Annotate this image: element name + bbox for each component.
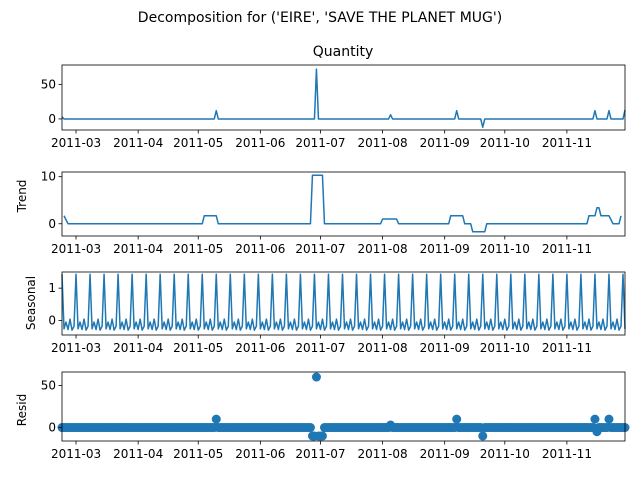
quantity-xtick-label: 2011-08 xyxy=(357,136,407,150)
seasonal-xtick-label: 2011-05 xyxy=(173,341,223,355)
resid-point xyxy=(317,431,327,441)
seasonal-panel: 0 1 2011-03 2011-04 2011-05 2011-06 2011-07 201… xyxy=(48,271,626,355)
resid-xtick-label: 2011-05 xyxy=(173,447,223,461)
trend-xtick-label: 2011-07 xyxy=(295,242,345,256)
resid-xtick-label: 2011-04 xyxy=(113,447,163,461)
resid-panel: 0 50 2011-03 2011-04 2011-05 2011-06 2011-07 20… xyxy=(41,371,630,461)
resid-point xyxy=(590,414,600,424)
ylabel-seasonal: Seasonal xyxy=(24,276,38,330)
resid-point xyxy=(478,431,488,441)
trend-xtick-label: 2011-03 xyxy=(51,242,101,256)
trend-xtick-label: 2011-05 xyxy=(173,242,223,256)
trend-panel: 0 10 2011-03 2011-04 2011-05 2011-06 2011-07 20… xyxy=(41,170,626,256)
trend-xtick-label: 2011-11 xyxy=(542,242,592,256)
resid-ytick-label: 0 xyxy=(48,421,56,435)
resid-point xyxy=(311,372,321,382)
trend-xtick-label: 2011-09 xyxy=(420,242,470,256)
trend-xtick-label: 2011-06 xyxy=(235,242,285,256)
seasonal-series-line xyxy=(61,273,626,331)
quantity-panel: 0 50 2011-03 2011-04 2011-05 2011-06 2011-07 20… xyxy=(41,64,626,150)
resid-xtick-label: 2011-03 xyxy=(51,447,101,461)
seasonal-xtick-label: 2011-04 xyxy=(113,341,163,355)
quantity-xtick-label: 2011-05 xyxy=(173,136,223,150)
quantity-xtick-label: 2011-03 xyxy=(51,136,101,150)
trend-ytick-label: 10 xyxy=(41,170,56,184)
quantity-xtick-label: 2011-06 xyxy=(235,136,285,150)
resid-xtick-label: 2011-06 xyxy=(235,447,285,461)
seasonal-frame xyxy=(61,271,626,336)
seasonal-xtick-label: 2011-03 xyxy=(51,341,101,355)
quantity-xtick-label: 2011-04 xyxy=(113,136,163,150)
resid-xtick-label: 2011-07 xyxy=(295,447,345,461)
ylabel-trend: Trend xyxy=(15,180,29,214)
quantity-ytick-label: 0 xyxy=(48,112,56,126)
quantity-xtick-label: 2011-10 xyxy=(480,136,530,150)
quantity-series-line xyxy=(61,68,626,128)
seasonal-xtick-label: 2011-07 xyxy=(295,341,345,355)
seasonal-xtick-label: 2011-06 xyxy=(235,341,285,355)
trend-xtick-label: 2011-10 xyxy=(480,242,530,256)
trend-frame xyxy=(61,171,626,237)
figure-suptitle: Decomposition for ('EIRE', 'SAVE THE PLA… xyxy=(138,10,502,26)
quantity-xtick-label: 2011-07 xyxy=(295,136,345,150)
resid-xtick-label: 2011-08 xyxy=(357,447,407,461)
seasonal-ytick-label: 0 xyxy=(48,313,56,327)
seasonal-xtick-label: 2011-10 xyxy=(480,341,530,355)
trend-xtick-label: 2011-08 xyxy=(357,242,407,256)
quantity-xtick-label: 2011-09 xyxy=(420,136,470,150)
panel-title-quantity: Quantity xyxy=(313,44,374,60)
seasonal-xtick-label: 2011-09 xyxy=(420,341,470,355)
resid-point xyxy=(305,423,315,433)
trend-xtick-label: 2011-04 xyxy=(113,242,163,256)
resid-xtick-label: 2011-10 xyxy=(480,447,530,461)
seasonal-xtick-label: 2011-11 xyxy=(542,341,592,355)
resid-point xyxy=(452,414,462,424)
resid-xtick-label: 2011-11 xyxy=(542,447,592,461)
seasonal-xtick-label: 2011-08 xyxy=(357,341,407,355)
resid-point xyxy=(604,414,614,424)
seasonal-ytick-label: 1 xyxy=(48,281,56,295)
resid-xtick-label: 2011-09 xyxy=(420,447,470,461)
trend-ytick-label: 0 xyxy=(48,217,56,231)
trend-series-line xyxy=(63,174,622,233)
quantity-xtick-label: 2011-11 xyxy=(542,136,592,150)
resid-frame xyxy=(61,371,626,442)
quantity-frame xyxy=(61,64,626,131)
ylabel-resid: Resid xyxy=(15,394,29,426)
resid-ytick-label: 50 xyxy=(41,378,56,392)
resid-point xyxy=(211,414,221,424)
quantity-ytick-label: 50 xyxy=(41,77,56,91)
